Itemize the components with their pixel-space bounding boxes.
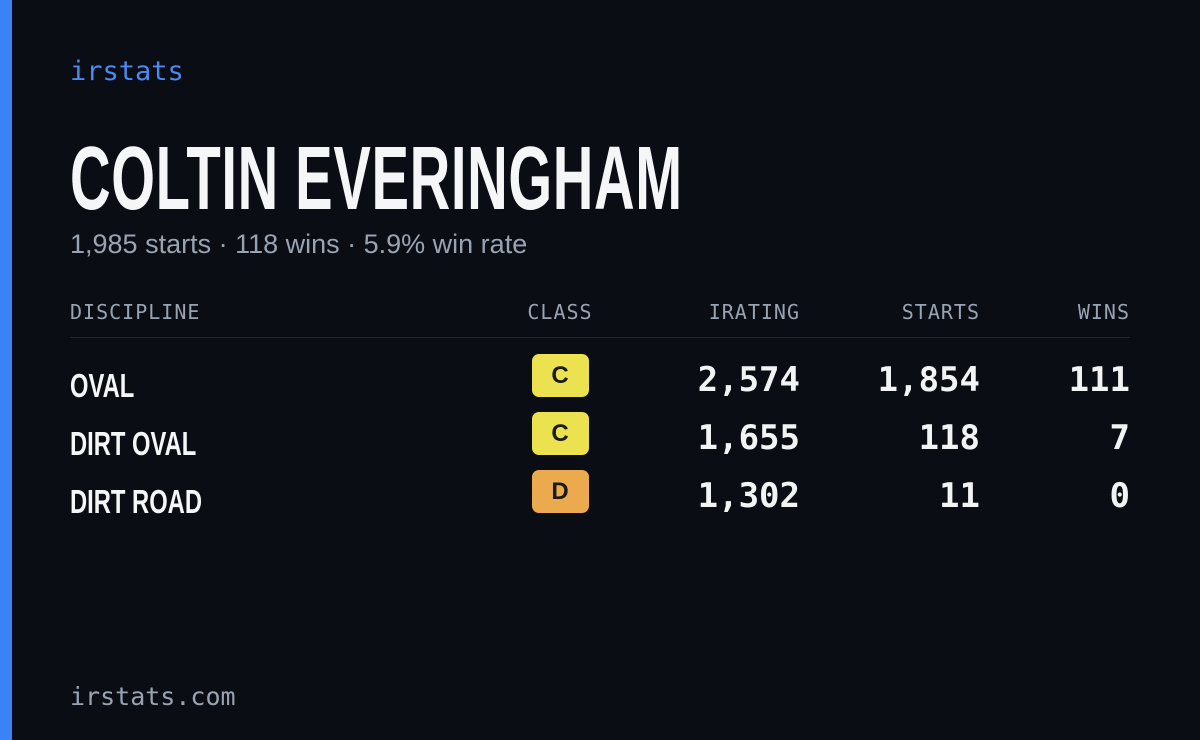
class-badge: D xyxy=(531,470,589,513)
column-header: CLASS xyxy=(527,300,593,324)
class-badge: C xyxy=(531,412,589,455)
column-header: WINS xyxy=(1077,300,1130,324)
column-header: STARTS xyxy=(901,300,980,324)
starts: 11 xyxy=(939,476,980,516)
column-header: DISCIPLINE xyxy=(70,300,201,324)
summary: 1,985 starts · 118 wins · 5.9% win rate xyxy=(70,229,528,259)
player-name: COLTIN EVERINGHAM xyxy=(70,129,683,229)
column-header: IRATING xyxy=(708,300,800,324)
irating: 2,574 xyxy=(697,360,800,400)
class-badge: C xyxy=(531,354,589,397)
wins: 0 xyxy=(1109,476,1130,516)
discipline: OVAL xyxy=(70,367,135,404)
footer: irstats.com xyxy=(70,682,236,711)
irating: 1,655 xyxy=(697,418,800,458)
starts: 118 xyxy=(918,418,980,458)
accent-bar xyxy=(0,0,12,740)
discipline: DIRT OVAL xyxy=(70,425,197,462)
discipline: DIRT ROAD xyxy=(70,483,202,520)
wins: 7 xyxy=(1109,418,1130,458)
wins: 111 xyxy=(1068,360,1130,400)
brand: irstats xyxy=(70,56,184,87)
starts: 1,854 xyxy=(877,360,980,400)
header-rule xyxy=(70,337,1130,338)
irating: 1,302 xyxy=(697,476,800,516)
